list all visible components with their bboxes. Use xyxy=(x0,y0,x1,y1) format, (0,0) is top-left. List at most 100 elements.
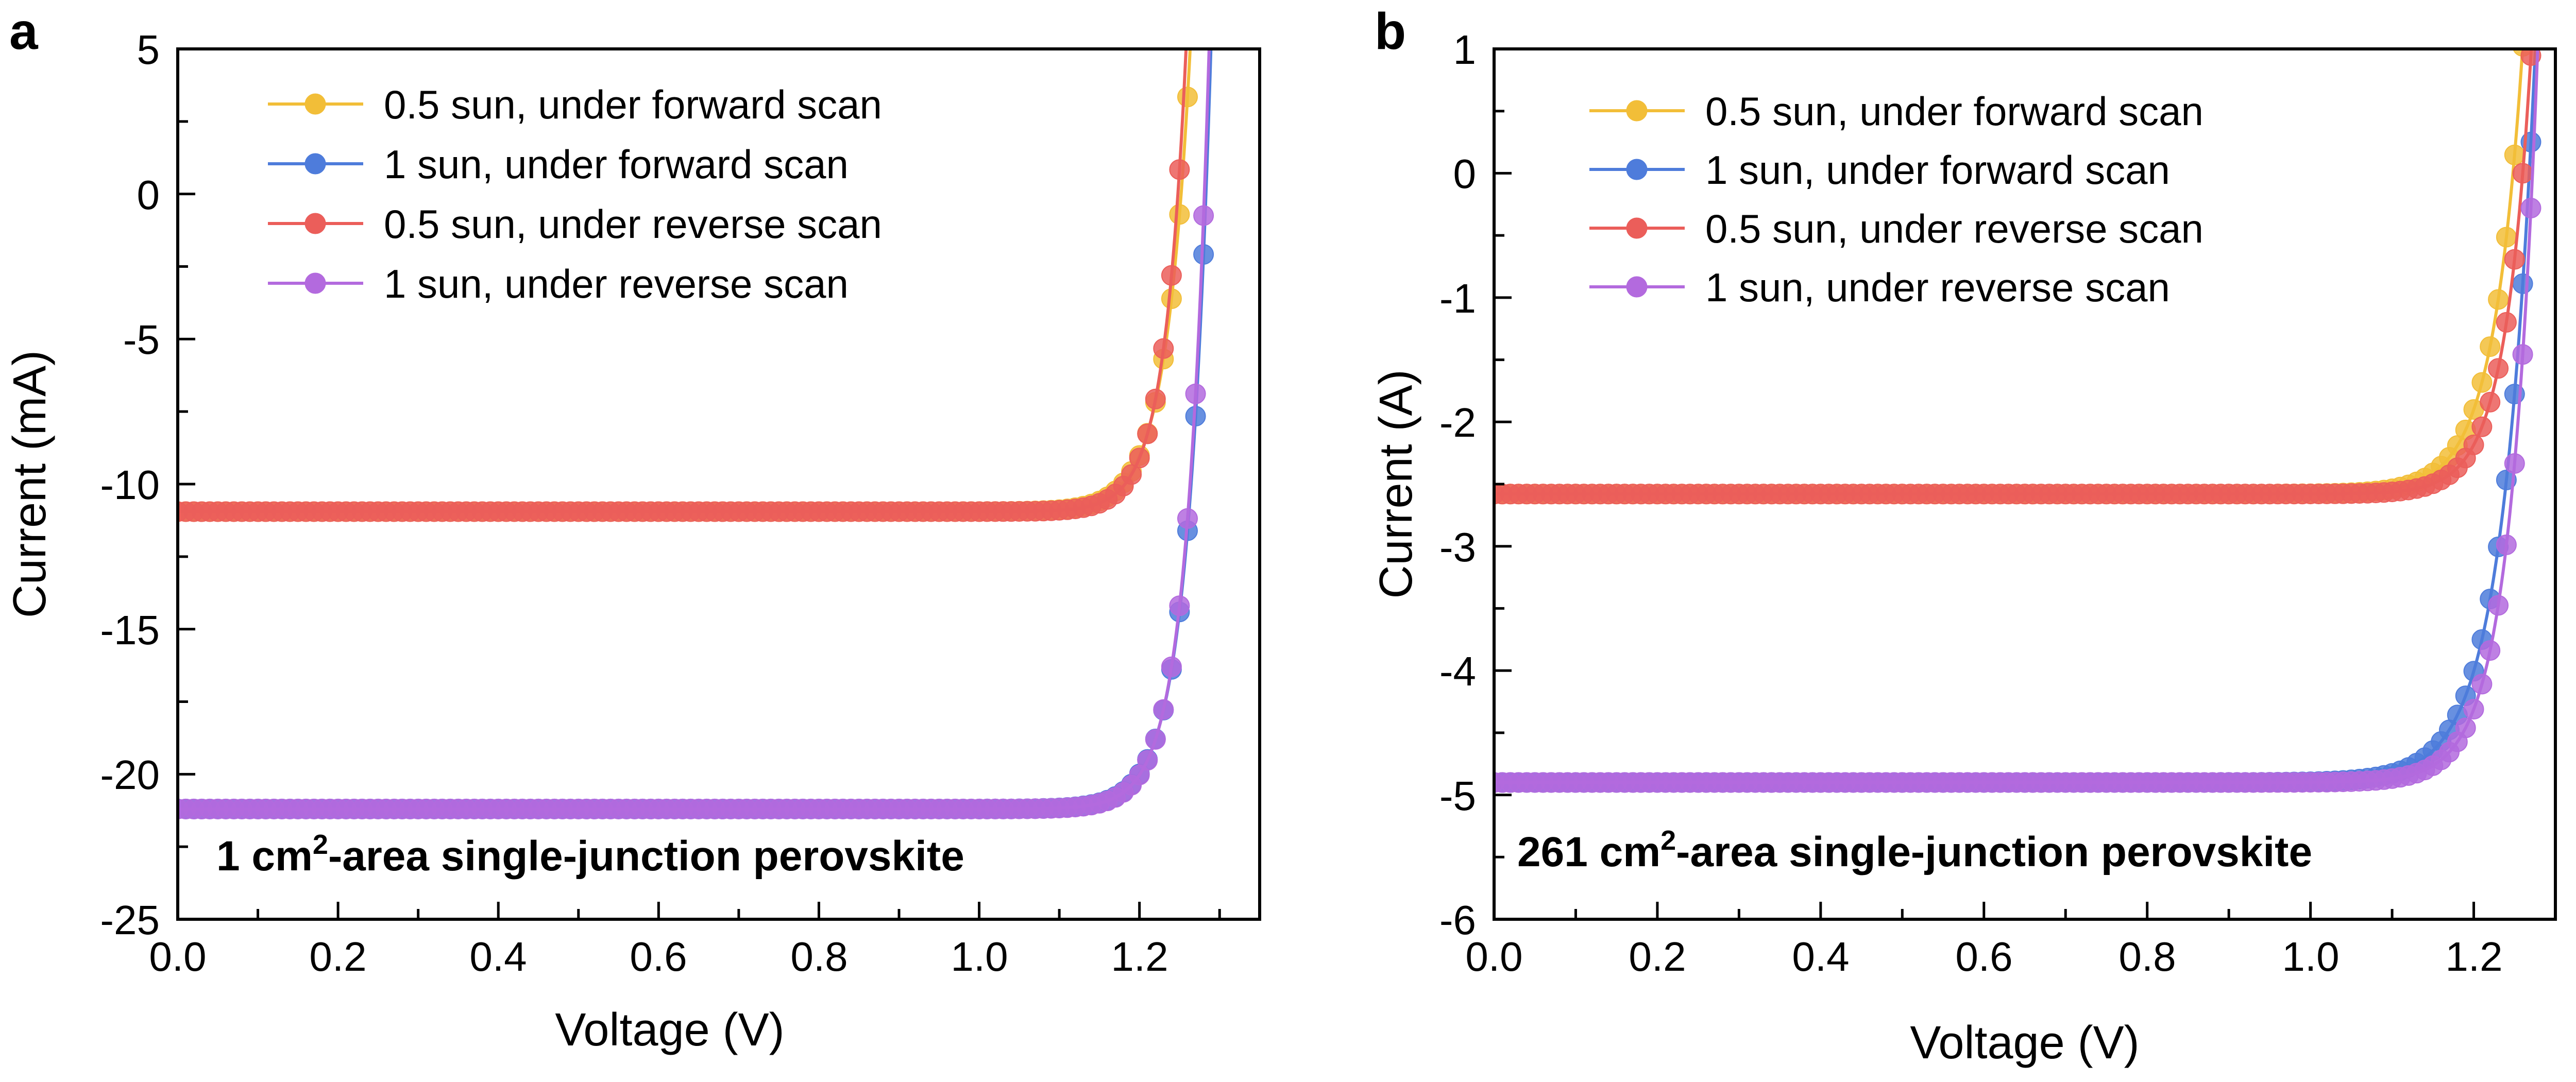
panel-a-x-tick-label: 0.8 xyxy=(790,934,848,980)
data-point xyxy=(2496,227,2517,248)
data-point xyxy=(1129,448,1150,469)
series-4 xyxy=(1494,2,2549,793)
data-point xyxy=(2471,674,2493,695)
panel-b-ticks xyxy=(1493,47,2557,921)
panel-a-x-tick-label: 0.6 xyxy=(630,934,687,980)
panel-a-x-tick-label: 1.0 xyxy=(951,934,1008,980)
data-point xyxy=(1161,288,1182,309)
panel-a-y-tick-label: 5 xyxy=(137,27,160,73)
panel-a-x-tick-label: 0.0 xyxy=(149,934,206,980)
legend-label: 0.5 sun, under forward scan xyxy=(1705,89,2204,134)
series-3 xyxy=(1494,49,2541,505)
data-point xyxy=(2463,699,2484,720)
panel-b-y-tick-label: 0 xyxy=(1453,151,1477,197)
panel-a-y-axis-label: Current (mA) xyxy=(4,350,56,618)
panel-b-letter: b xyxy=(1375,3,1406,60)
panel-a-y-tick-label: -25 xyxy=(100,897,160,943)
panel-b-x-tick-label: 0.6 xyxy=(1955,934,2012,980)
data-point xyxy=(2455,717,2476,738)
data-point xyxy=(1121,464,1142,485)
panel-a: a 0.0 0.2 0.4 0.6 0.8 1.0 1.2 5 0 -5 -10… xyxy=(4,3,1261,1056)
panel-a-x-tick-label: 0.4 xyxy=(469,934,527,980)
panel-b-x-axis-label: Voltage (V) xyxy=(1910,1017,2139,1069)
data-point xyxy=(2520,198,2541,218)
panel-a-y-tick-label: -20 xyxy=(100,752,160,798)
panel-a-y-tick-label: -10 xyxy=(100,462,160,508)
data-point xyxy=(2463,434,2484,455)
data-point xyxy=(2488,289,2509,310)
legend-label: 1 sun, under reverse scan xyxy=(384,261,849,306)
legend-swatch-marker xyxy=(304,272,326,294)
panel-b-x-tick-labels: 0.0 0.2 0.4 0.6 0.8 1.0 1.2 xyxy=(1465,934,2502,980)
data-point xyxy=(1153,699,1174,720)
panel-b-x-tick-label: 0.2 xyxy=(1629,934,1686,980)
data-point xyxy=(2480,391,2501,413)
data-point xyxy=(1177,508,1198,529)
legend-label: 1 sun, under forward scan xyxy=(1705,147,2170,193)
data-point xyxy=(1137,423,1158,444)
panel-b-y-axis-label: Current (A) xyxy=(1370,369,1422,598)
legend-entry: 0.5 sun, under forward scan xyxy=(268,82,882,127)
annotation-superscript: 2 xyxy=(1660,825,1676,856)
panel-a-y-tick-labels: 5 0 -5 -10 -15 -20 -25 xyxy=(100,27,160,943)
legend-label: 0.5 sun, under reverse scan xyxy=(384,201,882,247)
data-point xyxy=(2512,273,2533,294)
panel-b-y-tick-label: 1 xyxy=(1453,27,1477,73)
legend-entry: 0.5 sun, under forward scan xyxy=(1589,89,2204,134)
panel-a-x-tick-label: 1.2 xyxy=(1111,934,1168,980)
data-point xyxy=(1169,595,1190,616)
legend-label: 1 sun, under reverse scan xyxy=(1705,265,2170,310)
data-point xyxy=(2488,358,2509,379)
annotation-post: -area single-junction perovskite xyxy=(328,833,964,880)
legend-entry: 1 sun, under forward scan xyxy=(1589,147,2170,193)
data-point xyxy=(1161,265,1182,286)
panel-a-y-tick-label: -15 xyxy=(100,607,160,653)
legend-entry: 0.5 sun, under reverse scan xyxy=(1589,206,2204,251)
data-point xyxy=(2512,344,2533,365)
legend-label: 0.5 sun, under forward scan xyxy=(384,82,882,127)
legend-swatch-marker xyxy=(304,213,326,234)
panel-b-x-tick-label: 0.4 xyxy=(1792,934,1849,980)
data-point xyxy=(1185,383,1206,404)
data-point xyxy=(1169,159,1190,180)
data-point xyxy=(1145,388,1166,409)
data-point xyxy=(1145,729,1166,750)
data-point xyxy=(1177,87,1198,108)
legend-entry: 1 sun, under reverse scan xyxy=(1589,265,2170,310)
series-3 xyxy=(178,49,1190,522)
legend-entry: 0.5 sun, under reverse scan xyxy=(268,201,882,247)
panel-a-y-tick-label: 0 xyxy=(137,172,160,218)
panel-b-series xyxy=(1494,2,2549,793)
panel-b-y-tick-label: -3 xyxy=(1439,524,1476,570)
panel-b: b 0.0 0.2 0.4 0.6 0.8 1.0 1.2 1 0 -1 -2 … xyxy=(1370,2,2557,1069)
data-point xyxy=(2529,2,2549,22)
panel-a-ticks xyxy=(176,47,1221,921)
panel-b-annotation: 261 cm2-area single-junction perovskite xyxy=(1517,825,2312,875)
data-point xyxy=(1202,16,1222,36)
series-2 xyxy=(178,16,1222,819)
panel-a-legend: 0.5 sun, under forward scan 1 sun, under… xyxy=(268,82,882,306)
panel-b-x-tick-label: 1.0 xyxy=(2282,934,2339,980)
data-point xyxy=(2471,372,2493,393)
annotation-post: -area single-junction perovskite xyxy=(1676,829,2312,875)
series-4 xyxy=(178,49,1214,819)
data-point xyxy=(1193,205,1214,226)
panel-b-x-tick-label: 1.2 xyxy=(2445,934,2502,980)
series-1 xyxy=(1494,49,2533,505)
legend-swatch-marker xyxy=(1626,159,1648,180)
panel-b-y-tick-label: -6 xyxy=(1439,897,1476,943)
panel-b-y-tick-label: -2 xyxy=(1439,400,1476,445)
data-point xyxy=(2496,312,2517,333)
legend-swatch-marker xyxy=(304,93,326,115)
data-point xyxy=(2504,144,2525,165)
series-line xyxy=(178,49,1192,513)
panel-b-y-tick-label: -4 xyxy=(1439,648,1476,694)
data-point xyxy=(2480,640,2501,661)
panel-a-x-tick-label: 0.2 xyxy=(309,934,366,980)
data-point xyxy=(1161,656,1182,677)
data-point xyxy=(2504,249,2525,270)
data-point xyxy=(1137,750,1158,771)
data-point xyxy=(2512,163,2533,184)
panel-b-legend: 0.5 sun, under forward scan 1 sun, under… xyxy=(1589,89,2204,310)
